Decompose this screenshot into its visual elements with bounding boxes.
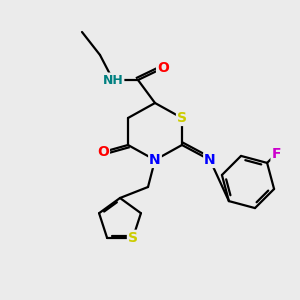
Text: F: F (272, 147, 281, 161)
Text: O: O (97, 145, 109, 159)
Text: N: N (149, 153, 161, 167)
Text: S: S (128, 231, 138, 245)
Text: S: S (177, 111, 187, 125)
Text: NH: NH (103, 74, 123, 86)
Text: N: N (204, 153, 216, 167)
Text: O: O (157, 61, 169, 75)
